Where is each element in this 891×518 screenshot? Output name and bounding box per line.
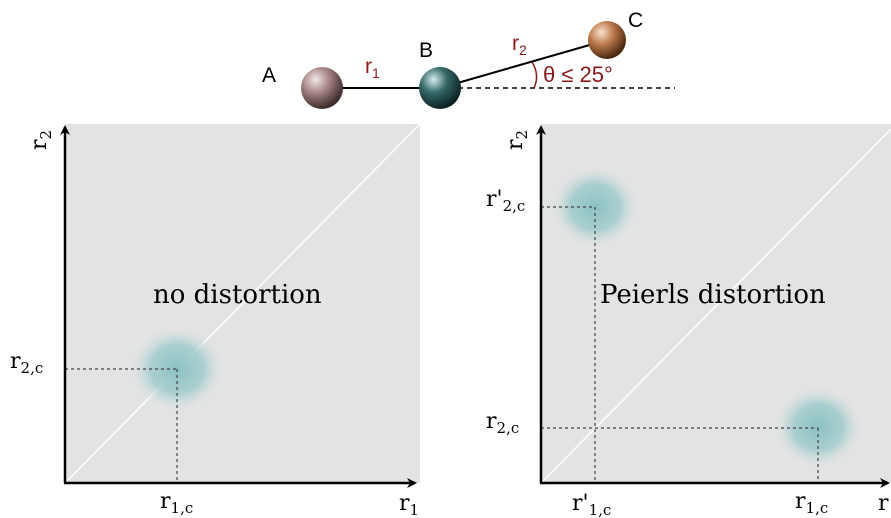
left-y-axis-label: r2 bbox=[27, 130, 55, 150]
left-y-tick-label: r2,c bbox=[10, 349, 43, 377]
left-panel: r2 r1 no distortion r2,c r1,c bbox=[10, 123, 421, 518]
right-blob-lower bbox=[773, 385, 863, 469]
right-y-tick-upper-label: r'2,c bbox=[486, 187, 525, 215]
right-y-axis-label: r2 bbox=[503, 130, 531, 150]
right-x-tick-right-label: r1,c bbox=[795, 489, 828, 517]
atom-label-c: C bbox=[628, 9, 643, 32]
bond-2-label: r2 bbox=[512, 32, 527, 58]
atom-c bbox=[588, 21, 626, 59]
angle-label: θ ≤ 25° bbox=[543, 62, 613, 87]
atom-a bbox=[301, 67, 343, 109]
molecule-diagram: A B C r1 r2 θ ≤ 25° bbox=[262, 9, 675, 109]
atom-label-b: B bbox=[419, 39, 433, 62]
left-x-tick-label: r1,c bbox=[160, 489, 193, 517]
bond-1-label: r1 bbox=[365, 55, 380, 81]
right-title: Peierls distortion bbox=[600, 280, 826, 310]
right-panel: r2 r Peierls distortion r'2,c r2,c r'1,c… bbox=[486, 124, 891, 518]
atom-b bbox=[419, 67, 461, 109]
atom-label-a: A bbox=[262, 64, 276, 87]
left-x-axis-label: r1 bbox=[399, 491, 419, 518]
bond-b-c bbox=[439, 39, 608, 89]
left-diagonal bbox=[64, 123, 421, 484]
left-title: no distortion bbox=[153, 280, 322, 310]
right-y-tick-lower-label: r2,c bbox=[486, 409, 519, 437]
right-x-axis-label: r bbox=[878, 491, 889, 516]
angle-arc bbox=[531, 61, 538, 89]
right-diagonal bbox=[540, 128, 891, 484]
right-x-tick-left-label: r'1,c bbox=[572, 491, 611, 518]
